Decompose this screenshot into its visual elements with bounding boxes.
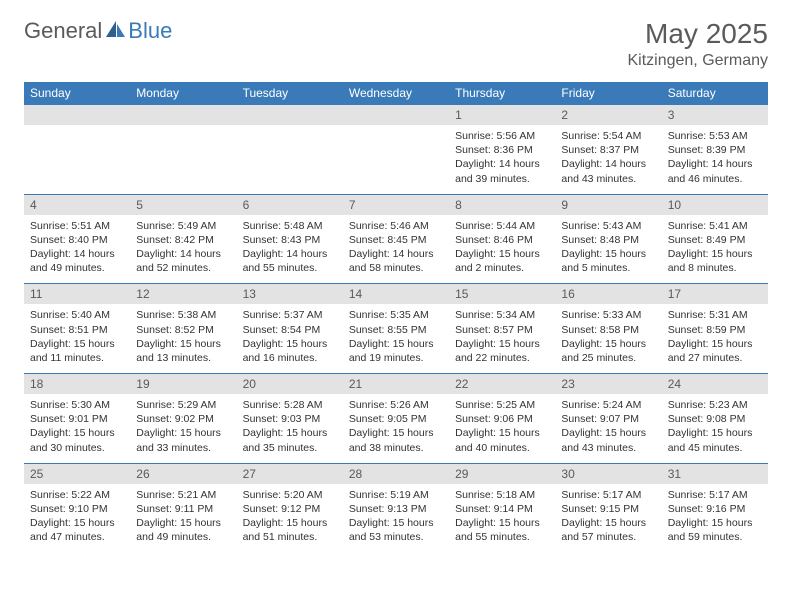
day-number bbox=[343, 105, 449, 126]
day-number: 10 bbox=[662, 194, 768, 215]
day-cell: Sunrise: 5:31 AMSunset: 8:59 PMDaylight:… bbox=[662, 304, 768, 373]
weekday-header: Saturday bbox=[662, 82, 768, 105]
day-number: 21 bbox=[343, 374, 449, 395]
logo-word1: General bbox=[24, 18, 102, 44]
day-cell bbox=[237, 125, 343, 194]
day-number: 9 bbox=[555, 194, 661, 215]
day-number: 18 bbox=[24, 374, 130, 395]
day-cell: Sunrise: 5:54 AMSunset: 8:37 PMDaylight:… bbox=[555, 125, 661, 194]
day-cell: Sunrise: 5:23 AMSunset: 9:08 PMDaylight:… bbox=[662, 394, 768, 463]
day-number: 2 bbox=[555, 105, 661, 126]
day-number: 17 bbox=[662, 284, 768, 305]
data-row: Sunrise: 5:56 AMSunset: 8:36 PMDaylight:… bbox=[24, 125, 768, 194]
day-number: 24 bbox=[662, 374, 768, 395]
day-number: 1 bbox=[449, 105, 555, 126]
day-number: 23 bbox=[555, 374, 661, 395]
day-number: 16 bbox=[555, 284, 661, 305]
day-number: 13 bbox=[237, 284, 343, 305]
day-number: 14 bbox=[343, 284, 449, 305]
day-cell: Sunrise: 5:48 AMSunset: 8:43 PMDaylight:… bbox=[237, 215, 343, 284]
weekday-header: Friday bbox=[555, 82, 661, 105]
day-number: 25 bbox=[24, 463, 130, 484]
logo-word2: Blue bbox=[128, 18, 172, 44]
day-cell: Sunrise: 5:20 AMSunset: 9:12 PMDaylight:… bbox=[237, 484, 343, 553]
day-cell: Sunrise: 5:34 AMSunset: 8:57 PMDaylight:… bbox=[449, 304, 555, 373]
day-number: 19 bbox=[130, 374, 236, 395]
day-number bbox=[24, 105, 130, 126]
day-cell: Sunrise: 5:18 AMSunset: 9:14 PMDaylight:… bbox=[449, 484, 555, 553]
day-cell bbox=[130, 125, 236, 194]
day-number: 22 bbox=[449, 374, 555, 395]
data-row: Sunrise: 5:22 AMSunset: 9:10 PMDaylight:… bbox=[24, 484, 768, 553]
day-number: 12 bbox=[130, 284, 236, 305]
day-number: 27 bbox=[237, 463, 343, 484]
calendar-body: 123 Sunrise: 5:56 AMSunset: 8:36 PMDayli… bbox=[24, 105, 768, 553]
daynum-row: 45678910 bbox=[24, 194, 768, 215]
day-number: 11 bbox=[24, 284, 130, 305]
day-number: 5 bbox=[130, 194, 236, 215]
logo-sail-icon bbox=[106, 21, 126, 42]
day-cell: Sunrise: 5:43 AMSunset: 8:48 PMDaylight:… bbox=[555, 215, 661, 284]
weekday-header: Thursday bbox=[449, 82, 555, 105]
weekday-header: Wednesday bbox=[343, 82, 449, 105]
day-number: 8 bbox=[449, 194, 555, 215]
day-cell: Sunrise: 5:41 AMSunset: 8:49 PMDaylight:… bbox=[662, 215, 768, 284]
day-cell: Sunrise: 5:37 AMSunset: 8:54 PMDaylight:… bbox=[237, 304, 343, 373]
day-cell: Sunrise: 5:38 AMSunset: 8:52 PMDaylight:… bbox=[130, 304, 236, 373]
day-cell: Sunrise: 5:56 AMSunset: 8:36 PMDaylight:… bbox=[449, 125, 555, 194]
data-row: Sunrise: 5:40 AMSunset: 8:51 PMDaylight:… bbox=[24, 304, 768, 373]
day-cell: Sunrise: 5:24 AMSunset: 9:07 PMDaylight:… bbox=[555, 394, 661, 463]
day-number: 4 bbox=[24, 194, 130, 215]
day-cell: Sunrise: 5:44 AMSunset: 8:46 PMDaylight:… bbox=[449, 215, 555, 284]
day-number: 6 bbox=[237, 194, 343, 215]
day-cell: Sunrise: 5:46 AMSunset: 8:45 PMDaylight:… bbox=[343, 215, 449, 284]
day-number: 20 bbox=[237, 374, 343, 395]
day-number: 26 bbox=[130, 463, 236, 484]
weekday-header-row: Sunday Monday Tuesday Wednesday Thursday… bbox=[24, 82, 768, 105]
day-cell: Sunrise: 5:30 AMSunset: 9:01 PMDaylight:… bbox=[24, 394, 130, 463]
day-cell: Sunrise: 5:22 AMSunset: 9:10 PMDaylight:… bbox=[24, 484, 130, 553]
day-number: 31 bbox=[662, 463, 768, 484]
day-cell: Sunrise: 5:49 AMSunset: 8:42 PMDaylight:… bbox=[130, 215, 236, 284]
daynum-row: 11121314151617 bbox=[24, 284, 768, 305]
day-number: 29 bbox=[449, 463, 555, 484]
day-cell bbox=[24, 125, 130, 194]
day-cell: Sunrise: 5:40 AMSunset: 8:51 PMDaylight:… bbox=[24, 304, 130, 373]
day-cell: Sunrise: 5:25 AMSunset: 9:06 PMDaylight:… bbox=[449, 394, 555, 463]
day-cell: Sunrise: 5:26 AMSunset: 9:05 PMDaylight:… bbox=[343, 394, 449, 463]
day-cell: Sunrise: 5:29 AMSunset: 9:02 PMDaylight:… bbox=[130, 394, 236, 463]
month-title: May 2025 bbox=[627, 18, 768, 50]
day-cell bbox=[343, 125, 449, 194]
title-block: May 2025 Kitzingen, Germany bbox=[627, 18, 768, 70]
day-cell: Sunrise: 5:19 AMSunset: 9:13 PMDaylight:… bbox=[343, 484, 449, 553]
day-number: 3 bbox=[662, 105, 768, 126]
day-number: 7 bbox=[343, 194, 449, 215]
daynum-row: 18192021222324 bbox=[24, 374, 768, 395]
logo: General Blue bbox=[24, 18, 172, 44]
day-cell: Sunrise: 5:51 AMSunset: 8:40 PMDaylight:… bbox=[24, 215, 130, 284]
header: General Blue May 2025 Kitzingen, Germany bbox=[24, 18, 768, 70]
data-row: Sunrise: 5:51 AMSunset: 8:40 PMDaylight:… bbox=[24, 215, 768, 284]
weekday-header: Tuesday bbox=[237, 82, 343, 105]
day-cell: Sunrise: 5:33 AMSunset: 8:58 PMDaylight:… bbox=[555, 304, 661, 373]
data-row: Sunrise: 5:30 AMSunset: 9:01 PMDaylight:… bbox=[24, 394, 768, 463]
calendar-table: Sunday Monday Tuesday Wednesday Thursday… bbox=[24, 82, 768, 552]
day-number: 30 bbox=[555, 463, 661, 484]
day-cell: Sunrise: 5:53 AMSunset: 8:39 PMDaylight:… bbox=[662, 125, 768, 194]
day-number bbox=[130, 105, 236, 126]
day-cell: Sunrise: 5:17 AMSunset: 9:15 PMDaylight:… bbox=[555, 484, 661, 553]
location: Kitzingen, Germany bbox=[627, 52, 768, 70]
day-number bbox=[237, 105, 343, 126]
weekday-header: Sunday bbox=[24, 82, 130, 105]
day-number: 15 bbox=[449, 284, 555, 305]
day-cell: Sunrise: 5:28 AMSunset: 9:03 PMDaylight:… bbox=[237, 394, 343, 463]
day-cell: Sunrise: 5:21 AMSunset: 9:11 PMDaylight:… bbox=[130, 484, 236, 553]
day-number: 28 bbox=[343, 463, 449, 484]
day-cell: Sunrise: 5:35 AMSunset: 8:55 PMDaylight:… bbox=[343, 304, 449, 373]
daynum-row: 25262728293031 bbox=[24, 463, 768, 484]
weekday-header: Monday bbox=[130, 82, 236, 105]
daynum-row: 123 bbox=[24, 105, 768, 126]
day-cell: Sunrise: 5:17 AMSunset: 9:16 PMDaylight:… bbox=[662, 484, 768, 553]
